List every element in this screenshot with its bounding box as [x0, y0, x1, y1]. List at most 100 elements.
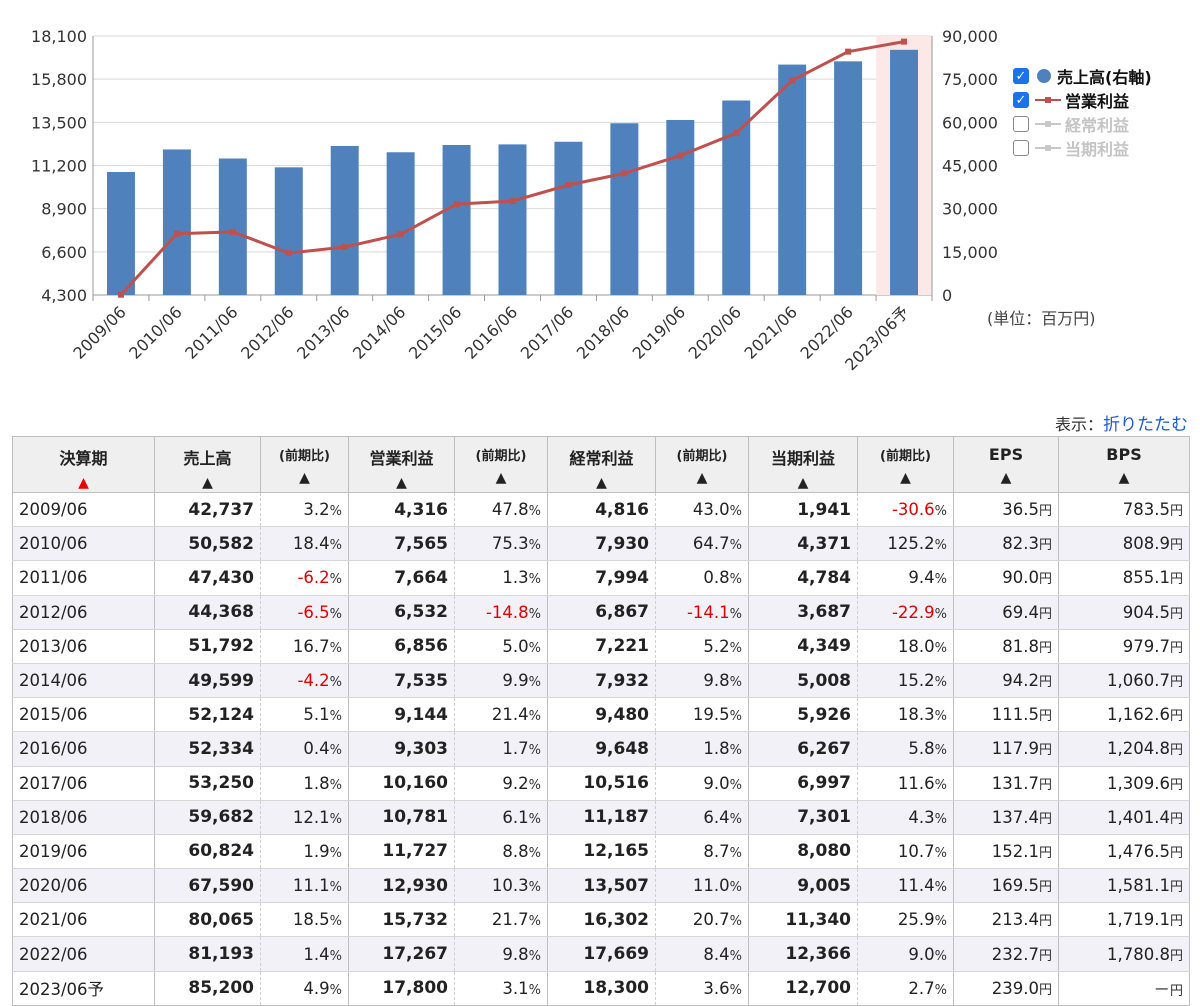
table-cell: 4.3% — [857, 800, 954, 835]
table-cell: 9,648 — [547, 731, 656, 767]
table-cell: 137.4円 — [953, 800, 1059, 835]
sort-arrow-icon[interactable]: ▲ — [596, 475, 607, 491]
table-cell: 43.0% — [655, 492, 749, 528]
x-tick-label: 2017/06 — [517, 302, 577, 362]
column-header[interactable]: 当期利益 ▲ — [748, 436, 858, 493]
legend-line-icon — [1035, 142, 1061, 154]
x-tick-label: 2015/06 — [405, 302, 465, 362]
table-cell: 1,476.5円 — [1058, 834, 1190, 870]
table-cell: 9.8% — [454, 936, 548, 972]
checkbox-checked-icon[interactable]: ✓ — [1013, 68, 1029, 84]
table-row: 2018/06 59,682 12.1% 10,781 6.1% 11,187 6.4% 7,… — [12, 800, 1190, 835]
checkbox-unchecked-icon[interactable] — [1013, 116, 1029, 132]
legend-dot-icon — [1037, 69, 1051, 83]
table-cell: 2015/06 — [12, 697, 155, 733]
table-cell: 20.7% — [655, 902, 749, 938]
table-cell: 232.7円 — [953, 936, 1059, 972]
column-header[interactable]: (前期比) ▲ — [655, 436, 749, 493]
column-header[interactable]: (前期比) ▲ — [857, 436, 954, 493]
table-cell: 10,516 — [547, 766, 656, 801]
table-cell: 85,200 — [154, 971, 261, 1006]
table-cell: 9.8% — [655, 663, 749, 699]
table-cell: 1.4% — [260, 936, 349, 972]
column-header-label: BPS — [1106, 445, 1142, 464]
table-cell: 94.2円 — [953, 663, 1059, 699]
left-axis-tick-label: 18,100 — [31, 27, 87, 46]
sales-bar — [498, 144, 527, 295]
column-header[interactable]: BPS ▲ — [1058, 436, 1190, 493]
table-cell: 7,932 — [547, 663, 656, 699]
checkbox-unchecked-icon[interactable] — [1013, 140, 1029, 156]
table-cell: 21.4% — [454, 697, 548, 733]
sort-arrow-icon[interactable]: ▲ — [202, 475, 213, 491]
table-cell: 6,867 — [547, 595, 656, 630]
table-cell: 11.6% — [857, 766, 954, 801]
legend-item[interactable]: 当期利益 — [1013, 136, 1129, 160]
sales-bar — [386, 152, 415, 295]
table-row: 2016/06 52,334 0.4% 9,303 1.7% 9,648 1.8% 6,267… — [12, 731, 1190, 767]
table-cell: 36.5円 — [953, 492, 1059, 528]
right-axis-tick-label: 0 — [942, 286, 952, 305]
legend-item[interactable]: ✓ 売上高(右軸) — [1013, 64, 1152, 88]
table-cell: 6,997 — [748, 766, 858, 801]
table-cell: -14.8% — [454, 595, 548, 630]
collapse-link[interactable]: 折りたたむ — [1103, 415, 1188, 435]
column-header[interactable]: EPS ▲ — [953, 436, 1059, 493]
table-header-row: 決算期 ▲ 売上高 ▲ (前期比) ▲ 営業利益 ▲ (前期比) ▲ 経常利益 ▲ (前期比) ▲ 当期利益… — [12, 436, 1190, 493]
column-header[interactable]: 経常利益 ▲ — [547, 436, 656, 493]
column-header-label: 営業利益 — [369, 449, 434, 468]
sort-arrow-icon[interactable]: ▲ — [1118, 470, 1130, 486]
table-cell: 2016/06 — [12, 731, 155, 767]
table-cell: 0.4% — [260, 731, 349, 767]
column-header[interactable]: 決算期 ▲ — [12, 436, 155, 493]
column-header-label: (前期比) — [475, 449, 527, 464]
right-axis-tick-label: 30,000 — [942, 200, 998, 219]
table-row: 2015/06 52,124 5.1% 9,144 21.4% 9,480 19.5% 5,9… — [12, 697, 1190, 733]
table-cell: 2009/06 — [12, 492, 155, 528]
left-axis-tick-label: 4,300 — [41, 286, 87, 305]
table-cell: 9.0% — [857, 936, 954, 972]
legend-item[interactable]: ✓ 営業利益 — [1013, 88, 1129, 112]
table-cell: 1.3% — [454, 560, 548, 596]
table-cell: 9,303 — [348, 731, 455, 767]
sort-arrow-icon[interactable]: ▲ — [495, 470, 507, 486]
legend-line-icon — [1035, 94, 1061, 106]
table-cell: 18,300 — [547, 971, 656, 1006]
operating-profit-point — [397, 231, 404, 238]
table-cell: 2.7% — [857, 971, 954, 1006]
right-axis-tick-label: 45,000 — [942, 157, 998, 176]
column-header[interactable]: 売上高 ▲ — [154, 436, 261, 493]
table-cell: 3,687 — [748, 595, 858, 630]
sort-arrow-icon[interactable]: ▲ — [299, 470, 310, 486]
sort-arrow-icon[interactable]: ▲ — [900, 470, 911, 486]
column-header[interactable]: 営業利益 ▲ — [348, 436, 455, 493]
table-cell: 81.8円 — [953, 629, 1059, 664]
operating-profit-point — [565, 182, 572, 189]
sort-arrow-icon[interactable]: ▲ — [1000, 470, 1012, 486]
table-cell: 1,719.1円 — [1058, 902, 1190, 938]
table-cell: 6.4% — [655, 800, 749, 835]
table-row: 2011/06 47,430 -6.2% 7,664 1.3% 7,994 0.8% 4,78… — [12, 560, 1190, 596]
table-row: 2014/06 49,599 -4.2% 7,535 9.9% 7,932 9.8% 5,00… — [12, 663, 1190, 699]
legend-line-icon — [1035, 118, 1061, 130]
table-cell: 125.2% — [857, 526, 954, 562]
column-header[interactable]: (前期比) ▲ — [454, 436, 548, 493]
table-cell: 11.4% — [857, 868, 954, 904]
table-cell: 2012/06 — [12, 595, 155, 630]
legend-item[interactable]: 経常利益 — [1013, 112, 1129, 136]
table-row: 2019/06 60,824 1.9% 11,727 8.8% 12,165 8.7% 8,0… — [12, 834, 1190, 870]
column-header[interactable]: (前期比) ▲ — [260, 436, 349, 493]
table-cell: 6,267 — [748, 731, 858, 767]
table-cell: 8.4% — [655, 936, 749, 972]
table-cell: 3.2% — [260, 492, 349, 528]
sort-arrow-icon[interactable]: ▲ — [396, 475, 407, 491]
sort-arrow-icon[interactable]: ▲ — [78, 475, 89, 491]
checkbox-checked-icon[interactable]: ✓ — [1013, 92, 1029, 108]
table-cell: 60,824 — [154, 834, 261, 870]
sort-arrow-icon[interactable]: ▲ — [797, 475, 809, 491]
table-cell: 213.4円 — [953, 902, 1059, 938]
table-cell: 7,301 — [748, 800, 858, 835]
sort-arrow-icon[interactable]: ▲ — [696, 470, 708, 486]
table-cell: 0.8% — [655, 560, 749, 596]
operating-profit-point — [845, 48, 852, 55]
